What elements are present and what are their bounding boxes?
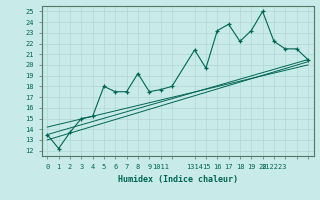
X-axis label: Humidex (Indice chaleur): Humidex (Indice chaleur) [118, 175, 237, 184]
